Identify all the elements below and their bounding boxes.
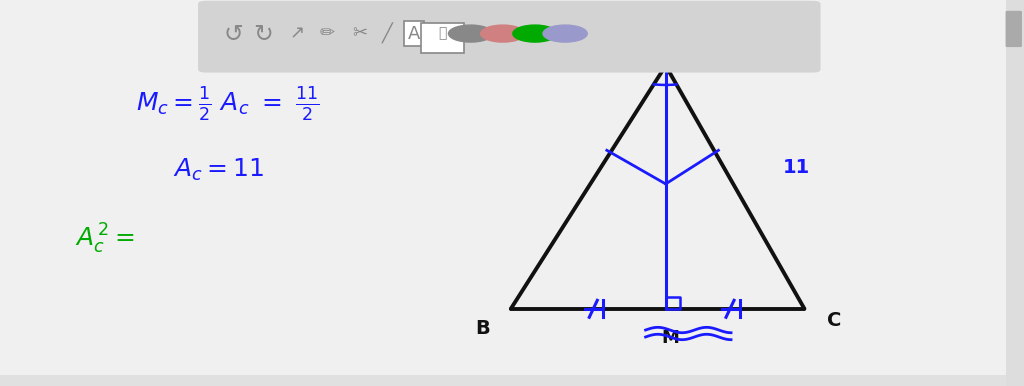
Circle shape: [513, 25, 557, 42]
Text: ✏: ✏: [319, 25, 335, 42]
Text: A: A: [667, 33, 681, 52]
Text: ↺: ↺: [223, 22, 243, 46]
Text: $A_c = 11$: $A_c = 11$: [173, 157, 264, 183]
Text: A: A: [409, 25, 421, 42]
Text: ╱: ╱: [382, 23, 392, 44]
Text: B: B: [475, 318, 490, 338]
FancyBboxPatch shape: [198, 1, 820, 73]
Circle shape: [480, 25, 525, 42]
Text: ↻: ↻: [254, 22, 273, 46]
Text: $A_c^{\,2} =$: $A_c^{\,2} =$: [76, 222, 135, 256]
Text: C: C: [827, 311, 842, 330]
Text: $M_c = \frac{1}{2}\ A_c\ =\ \frac{11}{2}$: $M_c = \frac{1}{2}\ A_c\ =\ \frac{11}{2}…: [136, 85, 319, 123]
Text: ✂: ✂: [352, 25, 368, 42]
Circle shape: [449, 25, 493, 42]
Text: ↗: ↗: [289, 25, 304, 42]
FancyBboxPatch shape: [421, 23, 464, 53]
Text: 🏔: 🏔: [438, 27, 446, 41]
Circle shape: [543, 25, 587, 42]
Text: 11: 11: [782, 158, 810, 178]
Text: M: M: [662, 329, 680, 347]
